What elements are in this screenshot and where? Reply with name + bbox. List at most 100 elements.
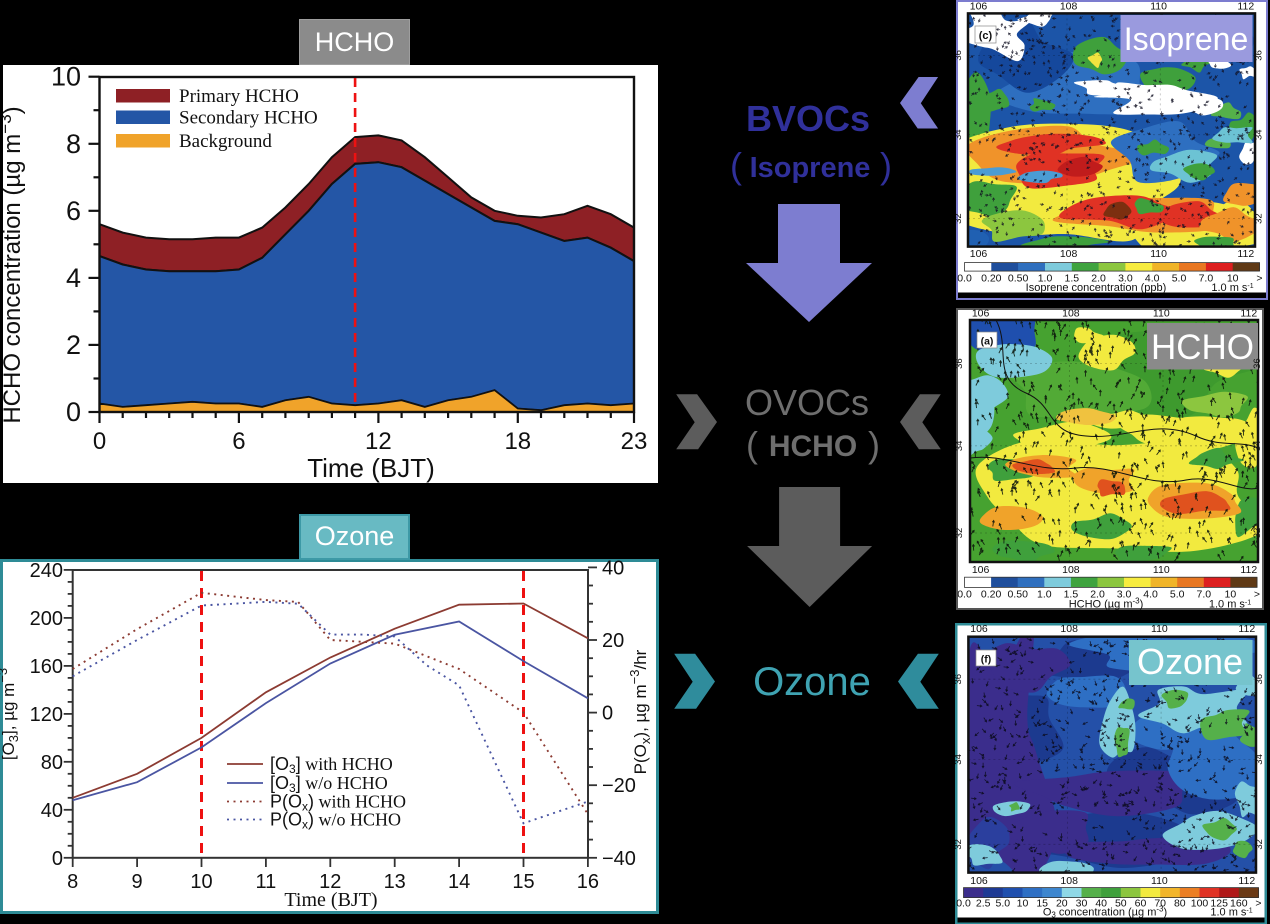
svg-text:106: 106 <box>970 1 988 13</box>
svg-text:O3 concentration (µg m-3): O3 concentration (µg m-3) <box>1043 904 1167 920</box>
svg-text:1.5: 1.5 <box>1064 589 1079 601</box>
svg-text:32: 32 <box>956 528 965 539</box>
svg-text:34: 34 <box>1252 441 1263 452</box>
svg-text:108: 108 <box>1062 564 1080 576</box>
svg-text:36: 36 <box>956 50 964 61</box>
svg-text:1.0 m s-1: 1.0 m s-1 <box>1210 907 1252 919</box>
svg-text:106: 106 <box>970 248 988 260</box>
svg-text:40: 40 <box>1095 898 1107 910</box>
svg-text:0: 0 <box>93 428 106 455</box>
svg-text:108: 108 <box>1060 623 1078 635</box>
svg-text:6: 6 <box>232 428 245 455</box>
svg-text:Ozone: Ozone <box>1137 641 1243 682</box>
svg-text:20: 20 <box>602 630 624 652</box>
svg-text:>: > <box>1256 273 1262 285</box>
svg-text:Time (BJT): Time (BJT) <box>307 453 435 483</box>
svg-text:10: 10 <box>51 65 81 92</box>
svg-text:0.20: 0.20 <box>981 589 1002 601</box>
svg-text:0: 0 <box>66 397 81 427</box>
svg-text:10: 10 <box>1017 898 1029 910</box>
svg-text:4.0: 4.0 <box>1143 589 1158 601</box>
svg-text:[O3], µg m−3: [O3], µg m−3 <box>0 668 21 760</box>
svg-text:BVOCs: BVOCs <box>746 98 870 139</box>
svg-text:60: 60 <box>1135 898 1147 910</box>
svg-text:34: 34 <box>1254 754 1265 765</box>
svg-text:112: 112 <box>1238 875 1255 887</box>
svg-text:20: 20 <box>1056 898 1068 910</box>
svg-text:Isoprene: Isoprene <box>750 152 871 184</box>
svg-text:4: 4 <box>66 263 81 293</box>
svg-text:110: 110 <box>1150 1 1167 13</box>
svg-text:70: 70 <box>1154 898 1166 910</box>
svg-text:8: 8 <box>67 871 78 893</box>
svg-text:0.0: 0.0 <box>957 273 972 285</box>
svg-text:Ozone: Ozone <box>753 660 871 704</box>
svg-text:108: 108 <box>1060 1 1078 13</box>
svg-text:(f): (f) <box>981 654 992 666</box>
svg-text:>: > <box>1254 589 1260 601</box>
svg-text:0.0: 0.0 <box>956 898 971 910</box>
svg-text:80: 80 <box>41 752 63 774</box>
svg-text:15: 15 <box>512 871 534 893</box>
svg-text:10: 10 <box>190 871 212 893</box>
svg-text:2.5: 2.5 <box>976 898 991 910</box>
svg-text:P(Ox) w/o HCHO: P(Ox) w/o HCHO <box>270 810 401 832</box>
svg-text:Isoprene concentration (ppb): Isoprene concentration (ppb) <box>1026 282 1167 294</box>
svg-text:106: 106 <box>970 875 988 887</box>
svg-text:108: 108 <box>1060 875 1078 887</box>
svg-text:23: 23 <box>621 428 648 455</box>
svg-text:110: 110 <box>1151 623 1168 635</box>
svg-text:112: 112 <box>1238 623 1255 635</box>
svg-text:9: 9 <box>132 871 143 893</box>
svg-text:>: > <box>1255 898 1261 910</box>
svg-text:1.5: 1.5 <box>1064 273 1079 285</box>
svg-text:80: 80 <box>1174 898 1186 910</box>
svg-text:32: 32 <box>1252 528 1263 539</box>
svg-text:100: 100 <box>1191 898 1209 910</box>
svg-text:7.0: 7.0 <box>1196 589 1211 601</box>
svg-text:200: 200 <box>30 608 63 630</box>
svg-text:4.0: 4.0 <box>1145 273 1160 285</box>
svg-text:Isoprene: Isoprene <box>1124 21 1249 57</box>
svg-text:12: 12 <box>319 871 341 893</box>
svg-text:32: 32 <box>956 213 964 224</box>
svg-text:36: 36 <box>955 674 964 685</box>
svg-text:Time (BJT): Time (BJT) <box>284 889 377 911</box>
svg-text:36: 36 <box>1252 358 1263 369</box>
svg-text:32: 32 <box>955 839 964 850</box>
svg-text:40: 40 <box>602 559 624 579</box>
svg-text:32: 32 <box>1254 213 1265 224</box>
svg-text:120: 120 <box>30 704 63 726</box>
svg-text:5.0: 5.0 <box>1172 273 1187 285</box>
svg-text:36: 36 <box>1254 674 1265 685</box>
svg-text:OVOCs: OVOCs <box>745 382 869 423</box>
svg-text:1.0 m s-1: 1.0 m s-1 <box>1211 282 1253 294</box>
svg-text:0.50: 0.50 <box>1007 589 1028 601</box>
svg-text:108: 108 <box>1060 248 1078 260</box>
svg-text:112: 112 <box>1237 248 1254 260</box>
svg-text:5.0: 5.0 <box>1170 589 1185 601</box>
svg-text:(c): (c) <box>979 30 993 42</box>
svg-text:P(Ox), µg m−3/hr: P(Ox), µg m−3/hr <box>627 649 654 774</box>
svg-text:0.0: 0.0 <box>957 589 972 601</box>
svg-text:110: 110 <box>1153 564 1170 576</box>
svg-text:−20: −20 <box>602 775 636 797</box>
svg-text:125: 125 <box>1210 898 1228 910</box>
svg-text:5.0: 5.0 <box>995 898 1010 910</box>
svg-text:160: 160 <box>30 656 63 678</box>
svg-text:Secondary HCHO: Secondary HCHO <box>179 108 318 129</box>
svg-text:[O3] with HCHO: [O3] with HCHO <box>270 754 393 776</box>
svg-text:Primary HCHO: Primary HCHO <box>179 86 299 107</box>
svg-text:15: 15 <box>1036 898 1048 910</box>
svg-text:112: 112 <box>1237 1 1254 13</box>
svg-text:): ) <box>880 145 892 186</box>
svg-text:1.0: 1.0 <box>1037 589 1052 601</box>
svg-text:0: 0 <box>602 703 613 725</box>
svg-text:36: 36 <box>956 358 965 369</box>
svg-text:0.50: 0.50 <box>1008 273 1029 285</box>
svg-text:(a): (a) <box>981 336 994 348</box>
svg-text:13: 13 <box>384 871 406 893</box>
svg-text:106: 106 <box>972 564 990 576</box>
svg-text:108: 108 <box>1062 308 1080 320</box>
svg-text:Background: Background <box>179 131 272 152</box>
